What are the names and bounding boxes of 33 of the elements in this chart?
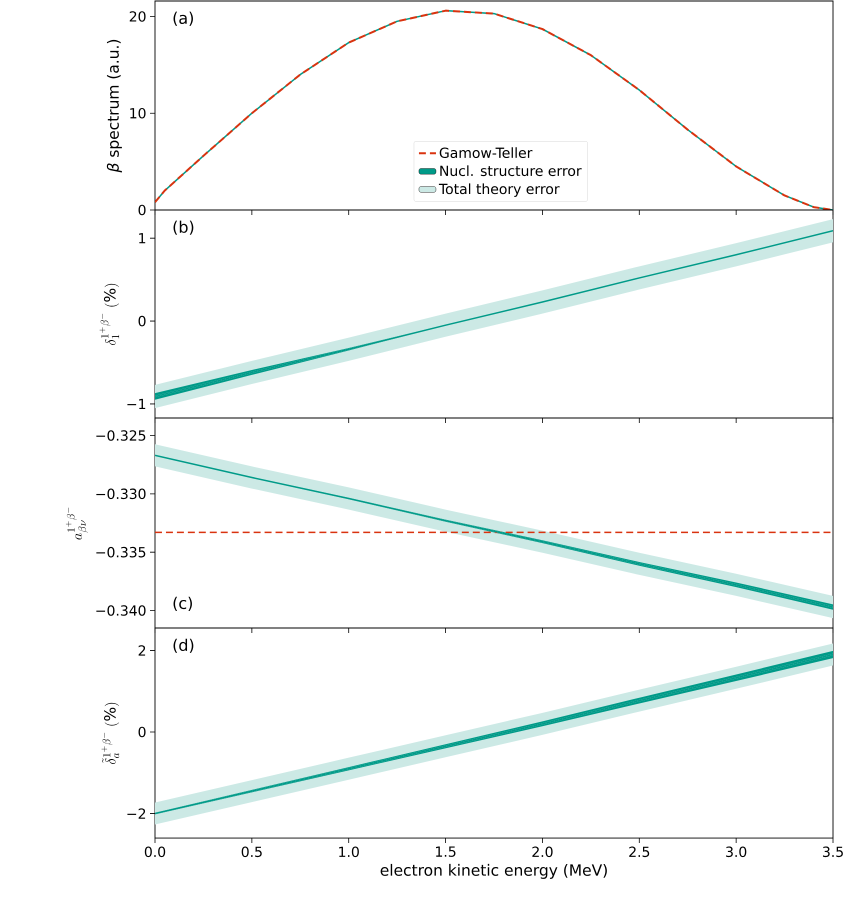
legend-label: Total theory error [438, 183, 560, 197]
annotation: (c) [174, 596, 192, 611]
annotation: (a) [174, 12, 193, 26]
x-tick-label: 0.5 [242, 846, 262, 858]
y-tick-label: 20 [130, 11, 146, 22]
y-axis-title: β spectrum (a.u.) [106, 40, 122, 172]
legend-label: Nucl. structure error [440, 165, 582, 176]
y-tick-label: 0 [138, 726, 146, 738]
x-tick-label: 2.5 [629, 846, 650, 858]
y-tick-label: 1 [139, 233, 146, 244]
y-tick-label: 10 [130, 108, 146, 119]
y-tick-label: −0.335 [96, 546, 146, 558]
y-tick-label: 0 [138, 204, 146, 216]
x-tick-label: 0.0 [144, 846, 166, 858]
y-tick-label: −0.340 [96, 605, 146, 616]
y-tick-label: 0 [138, 316, 146, 326]
y-axis-title: $a_{\beta\nu}^{1^+\beta^-}$ [66, 508, 88, 540]
legend-label: Gamow-Teller [440, 147, 532, 158]
x-tick-label: 3.0 [726, 846, 746, 858]
y-tick-label: −0.330 [96, 488, 146, 500]
y-tick-label: −0.325 [96, 430, 146, 441]
y-tick-label: −1 [127, 398, 146, 410]
y-axis-title: $\tilde{\delta}_a^{1^+\beta^-}\;(\%)$ [102, 702, 120, 764]
y-axis-title: $\delta_1^{1^+\beta^-}\;(\%)$ [100, 284, 120, 346]
y-tick-label: −2 [127, 808, 146, 819]
x-axis-title: electron kinetic energy (MeV) [380, 864, 607, 879]
y-tick-label: 2 [138, 645, 146, 656]
x-tick-label: 1.0 [339, 846, 359, 858]
x-tick-label: 1.5 [436, 846, 456, 857]
x-tick-label: 3.5 [822, 846, 843, 858]
x-tick-label: 2.0 [532, 846, 553, 858]
annotation: (d) [174, 638, 194, 653]
annotation: (b) [174, 220, 194, 235]
